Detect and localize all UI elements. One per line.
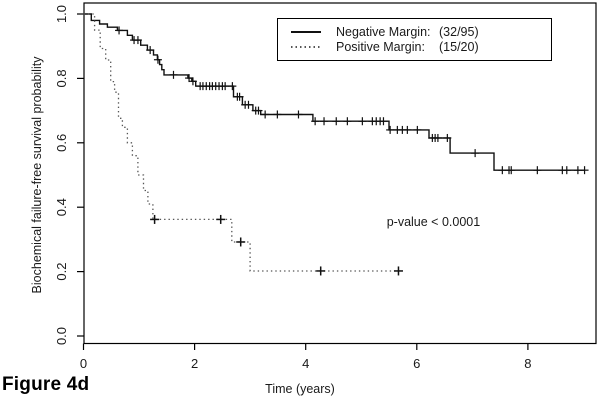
y-axis-tick-label: 1.0 bbox=[54, 5, 69, 23]
dotted-line-sample bbox=[291, 46, 321, 48]
legend-label-positive-margin: Positive Margin: bbox=[336, 40, 425, 54]
y-axis-tick-label: 0.8 bbox=[54, 69, 69, 87]
figure-label: Figure 4d bbox=[2, 374, 90, 395]
y-axis-title: Biochemical failure-free survival probab… bbox=[30, 56, 44, 294]
plot-border bbox=[83, 2, 597, 345]
x-axis-tick-label: 8 bbox=[524, 356, 531, 371]
legend-count-negative-margin: (32/95) bbox=[439, 25, 479, 39]
x-axis-title: Time (years) bbox=[265, 382, 335, 396]
y-axis-tick-label: 0.6 bbox=[54, 134, 69, 152]
x-axis-tick-label: 2 bbox=[191, 356, 198, 371]
legend-box: Negative Margin: (32/95) Positive Margin… bbox=[277, 18, 552, 61]
x-axis-tick-label: 6 bbox=[413, 356, 420, 371]
y-axis-tick-label: 0.4 bbox=[54, 198, 69, 216]
legend-label-negative-margin: Negative Margin: bbox=[336, 25, 431, 39]
x-axis-tick-label: 4 bbox=[302, 356, 309, 371]
y-axis-tick-label: 0.2 bbox=[54, 263, 69, 281]
p-value-annotation: p-value < 0.0001 bbox=[386, 215, 481, 229]
solid-line-sample bbox=[291, 31, 321, 33]
x-axis-tick-label: 0 bbox=[80, 356, 87, 371]
legend-item-negative-margin: Negative Margin: (32/95) bbox=[291, 25, 551, 40]
legend-count-positive-margin: (15/20) bbox=[439, 40, 479, 54]
y-axis-tick-label: 0.0 bbox=[54, 327, 69, 345]
legend-item-positive-margin: Positive Margin: (15/20) bbox=[291, 40, 551, 55]
